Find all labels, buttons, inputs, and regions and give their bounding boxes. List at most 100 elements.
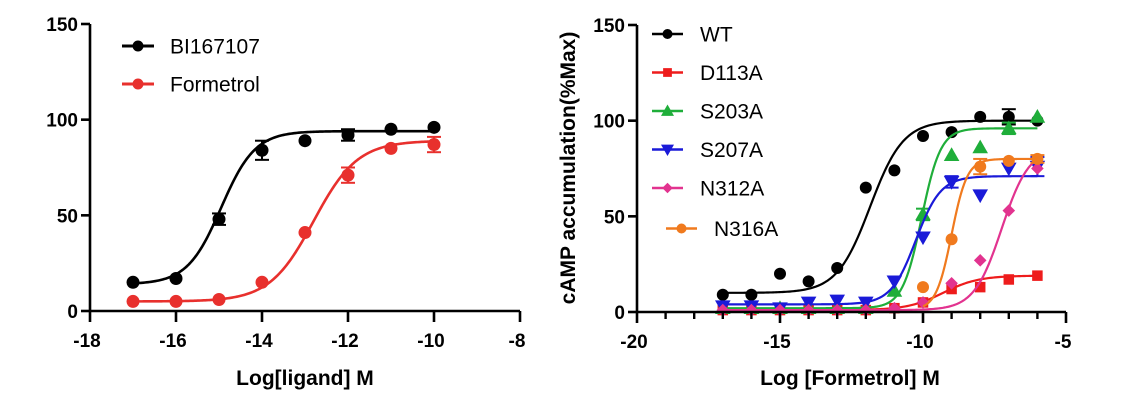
legend-item-wt: WT [652, 24, 733, 47]
legend-item-n312a: N312A [652, 178, 764, 201]
legend-item-formetrol: Formetrol [122, 74, 260, 97]
series-s203a [715, 109, 1046, 315]
x-axis-title: Log [Formetrol] M [760, 367, 940, 390]
data-point [1001, 162, 1017, 177]
data-point [888, 164, 901, 177]
axes: 0 50 100 150 -18 -16 -14 -12 -10 -8 [46, 15, 525, 352]
data-point [859, 181, 872, 194]
series-wt [716, 108, 1044, 301]
x-tick-label: -18 [73, 331, 100, 352]
data-point [1002, 204, 1016, 217]
y-tick-label: 100 [593, 112, 625, 133]
data-point [945, 126, 958, 139]
y-tick-label: 50 [604, 207, 625, 228]
data-point [831, 261, 844, 274]
data-point [1001, 120, 1017, 135]
legend-label: N312A [700, 178, 764, 201]
data-point [972, 139, 988, 154]
legend-label: WT [700, 24, 733, 47]
data-point [212, 293, 226, 307]
data-point [212, 212, 226, 226]
data-point [915, 206, 931, 221]
data-point [126, 275, 140, 289]
x-tick-label: -20 [620, 332, 647, 353]
data-point [716, 288, 729, 301]
fit-curve [132, 129, 434, 285]
legend-label: Formetrol [170, 74, 260, 97]
x-tick-label: -14 [245, 331, 273, 352]
legend-marker [663, 68, 672, 77]
legend-item-d113a: D113A [652, 62, 763, 85]
data-point [1002, 154, 1015, 167]
legend-item-s207a: S207A [652, 139, 763, 162]
plot-area [715, 108, 1046, 317]
data-point [802, 275, 815, 288]
legend: WT D113A S203A S207A N312A N316A [652, 24, 778, 241]
data-point [745, 288, 758, 301]
data-point [298, 134, 312, 148]
y-axis-title: cAMP accumulation(%Max) [557, 32, 580, 305]
x-tick-label: -8 [509, 331, 526, 352]
data-point [255, 275, 269, 289]
data-point [341, 168, 355, 182]
series-bi167107 [126, 120, 441, 289]
data-point [427, 120, 441, 134]
legend-label: N316A [714, 218, 778, 241]
chart-right-mutant-comparison: 0 50 100 150 -20 -15 -10 -5 Log [Formetrol] M c… [557, 16, 1072, 390]
data-point [974, 281, 986, 293]
data-point [169, 271, 183, 285]
legend-item-n316a: N316A [666, 218, 778, 241]
data-point [945, 233, 958, 246]
data-point [255, 143, 269, 157]
data-point [917, 281, 929, 294]
series-n316a [917, 152, 1045, 308]
plot-area [126, 120, 441, 308]
data-point [945, 277, 958, 290]
legend-item-bi167107: BI167107 [122, 36, 260, 59]
data-point [427, 138, 441, 152]
data-point [1002, 110, 1015, 123]
data-point [917, 129, 929, 142]
data-point [916, 296, 930, 309]
legend-label: BI167107 [170, 36, 260, 59]
y-tick-label: 0 [614, 303, 625, 324]
data-point [774, 267, 786, 280]
x-tick-label: -10 [417, 331, 444, 352]
data-point [1031, 152, 1044, 165]
legend: BI167107 Formetrol [122, 36, 260, 97]
data-point [773, 303, 787, 317]
fit-curve [722, 127, 1038, 310]
y-tick-label: 150 [46, 15, 78, 36]
fit-curve [133, 140, 435, 303]
legend-marker [661, 104, 674, 116]
data-point [829, 294, 845, 309]
data-point [858, 296, 874, 311]
y-tick-label: 150 [593, 16, 625, 37]
data-point [1032, 270, 1043, 281]
data-point [1031, 162, 1044, 175]
data-point [943, 147, 960, 161]
data-point [886, 275, 903, 290]
chart-left-ligand-comparison: 0 50 100 150 -18 -16 -14 -12 -10 -8 Log[ligand] M… [46, 15, 525, 390]
data-point [973, 254, 987, 267]
data-point [298, 226, 312, 240]
data-point [972, 189, 988, 204]
legend-marker [132, 40, 144, 52]
axes: 0 50 100 150 -20 -15 -10 -5 [593, 16, 1072, 353]
legend-marker [662, 182, 673, 194]
x-tick-label: -5 [1055, 332, 1072, 353]
legend-label: D113A [700, 62, 763, 85]
x-tick-label: -10 [906, 332, 933, 353]
x-tick-label: -16 [159, 331, 186, 352]
data-point [974, 160, 987, 173]
data-point [384, 141, 398, 155]
y-tick-label: 50 [57, 206, 78, 227]
legend-label: S203A [700, 101, 763, 124]
legend-marker [132, 78, 144, 90]
x-tick-label: -15 [763, 332, 791, 353]
legend-marker [676, 223, 687, 234]
legend-label: S207A [700, 139, 763, 162]
data-point [915, 231, 931, 246]
legend-item-s203a: S203A [652, 101, 763, 124]
